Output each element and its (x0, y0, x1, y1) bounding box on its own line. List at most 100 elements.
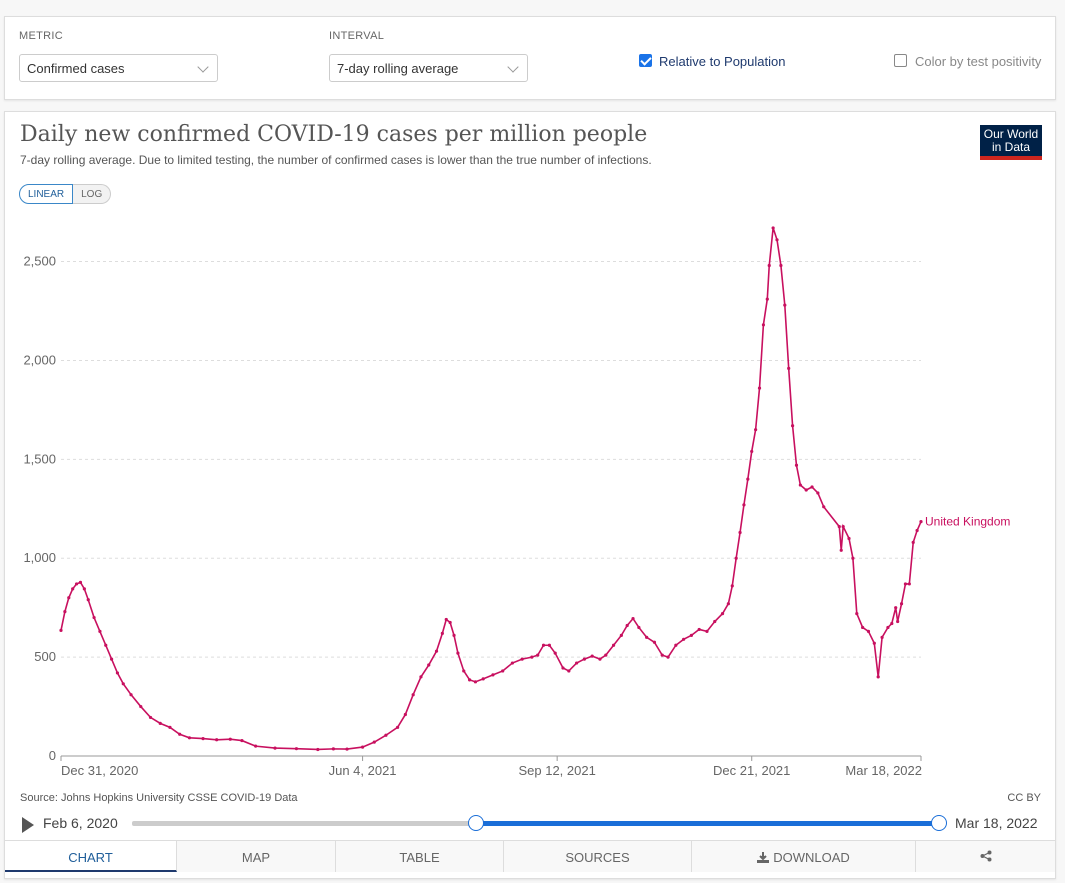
data-point (855, 612, 859, 616)
data-point (520, 657, 524, 661)
data-point (178, 732, 182, 736)
data-point (316, 747, 320, 752)
data-point (115, 671, 120, 675)
y-tick-label: 1,000 (23, 550, 56, 565)
tab-chart[interactable]: CHART (5, 841, 177, 872)
data-point (434, 649, 439, 653)
data-point (787, 366, 791, 370)
data-point (63, 610, 67, 614)
data-point (907, 582, 911, 586)
color-by-positivity-checkbox[interactable] (894, 54, 907, 67)
tab-map-label: MAP (241, 850, 271, 865)
data-point (98, 629, 102, 634)
timeline-end-label: Mar 18, 2022 (955, 815, 1038, 831)
tab-share[interactable] (916, 841, 1055, 872)
data-point (861, 625, 865, 630)
data-point (444, 617, 448, 622)
logo-line2: in Data (991, 140, 1031, 154)
tab-sources-label: SOURCES (565, 850, 630, 865)
data-point (765, 297, 769, 301)
data-point (372, 740, 376, 744)
data-point (411, 693, 415, 697)
data-point (911, 540, 915, 544)
log-scale-button[interactable]: LOG (73, 184, 112, 204)
data-point (720, 612, 725, 616)
data-point (294, 747, 299, 751)
data-point (553, 651, 557, 655)
data-point (78, 580, 83, 584)
data-point (726, 602, 730, 606)
metric-select-value: Confirmed cases (27, 61, 125, 76)
line-chart: 0 500 1,000 1,500 2,000 2,500 Dec 31, 2020 Jun… (23, 226, 1010, 778)
data-point (899, 602, 904, 606)
interval-select-value: 7-day rolling average (337, 61, 459, 76)
data-point (331, 747, 335, 751)
data-point (253, 744, 258, 748)
chart-card: Daily new confirmed COVID-19 cases per m… (4, 111, 1056, 879)
data-point (816, 491, 820, 495)
data-point (86, 598, 90, 602)
data-point (384, 733, 388, 737)
data-point (742, 503, 746, 507)
data-point (631, 616, 635, 621)
data-point (215, 738, 219, 742)
data-point (158, 721, 162, 725)
data-point (104, 643, 108, 647)
data-point (403, 712, 407, 717)
license-link[interactable]: CC BY (1007, 792, 1041, 804)
color-by-positivity-label[interactable]: Color by test positivity (915, 54, 1042, 69)
series-group: United Kingdom (59, 226, 1010, 752)
share-icon (980, 850, 991, 862)
data-point (652, 640, 657, 644)
data-point (666, 655, 670, 659)
data-point (187, 736, 192, 740)
relative-to-population-label[interactable]: Relative to Population (659, 54, 786, 69)
data-point (798, 483, 802, 487)
data-point (886, 625, 890, 630)
relative-to-population-checkbox[interactable] (639, 54, 652, 67)
data-point (360, 745, 365, 749)
grid (61, 261, 921, 658)
data-point (67, 596, 71, 600)
data-point (619, 633, 623, 637)
data-point (575, 661, 579, 665)
data-point (419, 675, 423, 679)
data-point (598, 657, 602, 661)
linear-scale-button[interactable]: LINEAR (19, 184, 74, 204)
tab-table[interactable]: TABLE (336, 841, 504, 872)
data-point (839, 548, 843, 552)
timeline-end-handle[interactable] (931, 815, 947, 831)
data-point (530, 655, 534, 659)
data-point (775, 238, 779, 242)
data-point (794, 463, 799, 467)
data-point (462, 669, 466, 673)
data-point (448, 620, 452, 625)
x-tick-label: Mar 18, 2022 (845, 763, 922, 778)
metric-select[interactable]: Confirmed cases (19, 54, 218, 82)
data-point (851, 556, 855, 560)
y-tick-label: 2,500 (23, 254, 56, 269)
owid-logo[interactable]: Our World in Data (980, 125, 1042, 160)
metric-label: METRIC (19, 30, 63, 42)
y-axis: 0 500 1,000 1,500 2,000 2,500 (23, 254, 56, 763)
data-point (625, 623, 629, 628)
interval-select[interactable]: 7-day rolling average (329, 54, 528, 82)
tab-download[interactable]: DOWNLOAD (692, 841, 916, 872)
tab-map[interactable]: MAP (177, 841, 336, 872)
data-point (547, 643, 551, 647)
timeline-start-handle[interactable] (468, 815, 484, 831)
data-point (705, 629, 709, 634)
data-point (790, 424, 795, 428)
tab-sources[interactable]: SOURCES (504, 841, 692, 872)
data-point (345, 747, 349, 751)
data-point (750, 449, 754, 454)
play-icon[interactable] (22, 817, 34, 833)
data-point (837, 524, 841, 529)
chart-subtitle: 7-day rolling average. Due to limited te… (20, 153, 652, 167)
data-point (637, 625, 641, 630)
data-point (71, 587, 75, 591)
data-point (501, 669, 505, 673)
data-point (440, 631, 444, 635)
data-point (767, 263, 771, 268)
source-note[interactable]: Source: Johns Hopkins University CSSE CO… (20, 792, 298, 804)
